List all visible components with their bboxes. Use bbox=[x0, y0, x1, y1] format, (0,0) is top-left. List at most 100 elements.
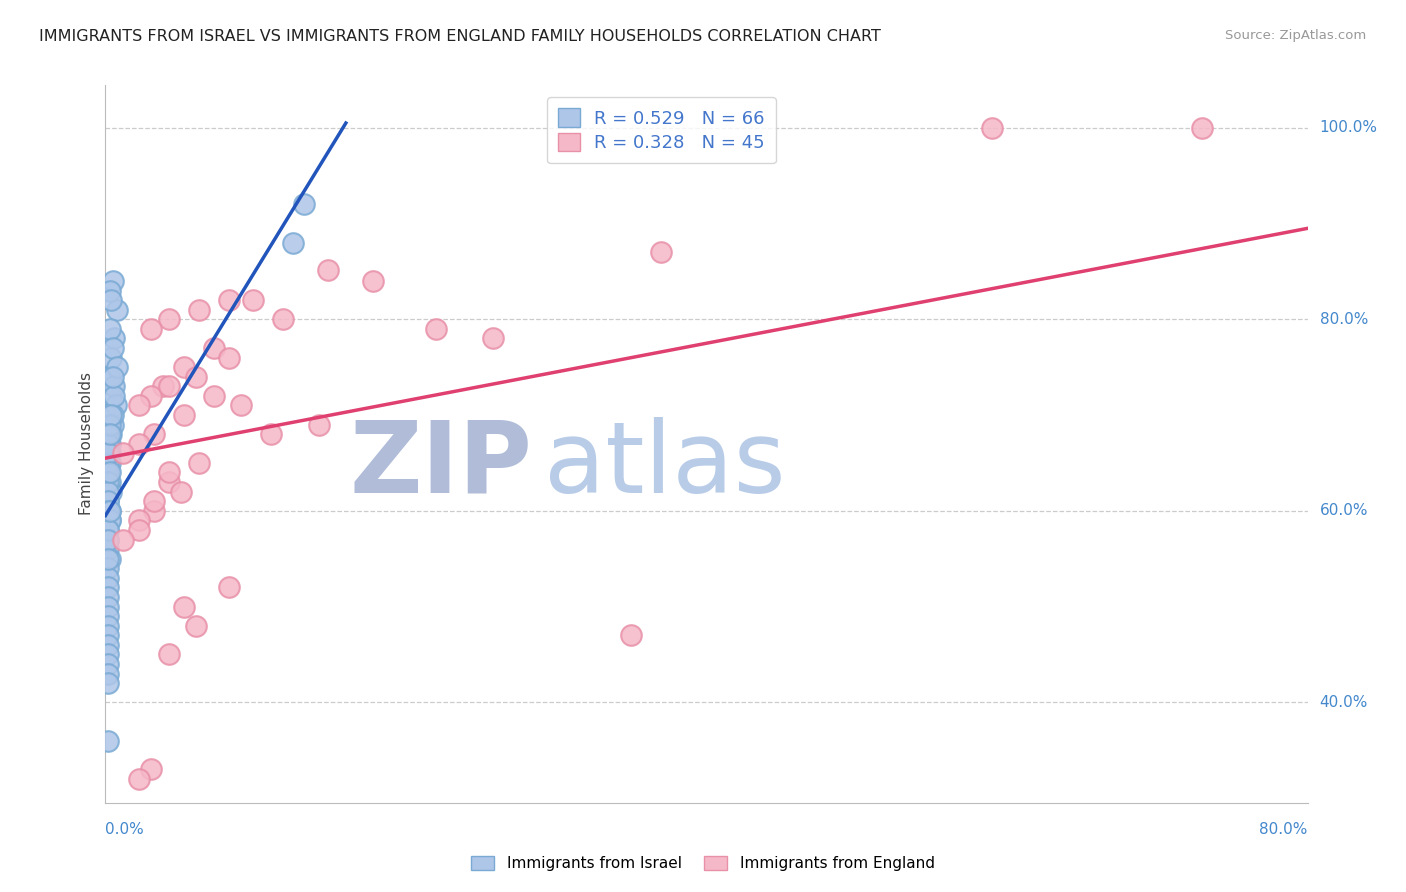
Point bbox=[97, 523, 120, 537]
Point bbox=[98, 437, 121, 451]
Point bbox=[97, 657, 120, 671]
Point bbox=[361, 274, 384, 288]
Point bbox=[97, 456, 120, 470]
Point bbox=[98, 456, 121, 470]
Point bbox=[101, 417, 124, 432]
Point bbox=[97, 494, 120, 508]
Point bbox=[187, 302, 209, 317]
Point bbox=[128, 513, 150, 527]
Point bbox=[101, 408, 124, 422]
Text: ZIP: ZIP bbox=[349, 417, 533, 514]
Point bbox=[97, 648, 120, 662]
Point bbox=[98, 513, 121, 527]
Point bbox=[97, 561, 120, 575]
Point bbox=[97, 494, 120, 508]
Point bbox=[218, 293, 240, 308]
Point bbox=[98, 504, 121, 518]
Point bbox=[229, 399, 252, 413]
Point bbox=[103, 331, 125, 345]
Point bbox=[981, 120, 1004, 135]
Point bbox=[308, 417, 330, 432]
Point bbox=[97, 676, 120, 690]
Point bbox=[169, 484, 191, 499]
Point bbox=[97, 590, 120, 604]
Point bbox=[139, 322, 162, 336]
Point bbox=[97, 571, 120, 585]
Point bbox=[97, 484, 120, 499]
Point bbox=[187, 456, 209, 470]
Point bbox=[100, 427, 122, 442]
Point bbox=[103, 379, 125, 393]
Point bbox=[98, 513, 121, 527]
Point bbox=[157, 466, 180, 480]
Legend: Immigrants from Israel, Immigrants from England: Immigrants from Israel, Immigrants from … bbox=[465, 850, 941, 877]
Point bbox=[98, 427, 121, 442]
Point bbox=[173, 360, 195, 375]
Point bbox=[184, 369, 207, 384]
Text: 0.0%: 0.0% bbox=[105, 822, 145, 837]
Point bbox=[97, 446, 120, 460]
Point bbox=[128, 772, 150, 786]
Point bbox=[173, 599, 195, 614]
Point bbox=[97, 628, 120, 642]
Text: 60.0%: 60.0% bbox=[1320, 503, 1368, 518]
Point bbox=[260, 427, 283, 442]
Point bbox=[100, 408, 122, 422]
Point bbox=[157, 312, 180, 326]
Point bbox=[283, 235, 305, 250]
Point bbox=[97, 446, 120, 460]
Point bbox=[98, 417, 121, 432]
Point bbox=[98, 322, 121, 336]
Point bbox=[157, 475, 180, 489]
Point bbox=[202, 341, 225, 355]
Point bbox=[142, 427, 165, 442]
Point bbox=[650, 245, 672, 260]
Point bbox=[97, 599, 120, 614]
Text: Source: ZipAtlas.com: Source: ZipAtlas.com bbox=[1226, 29, 1367, 42]
Text: 40.0%: 40.0% bbox=[1320, 695, 1368, 710]
Point bbox=[98, 551, 121, 566]
Point bbox=[425, 322, 447, 336]
Point bbox=[97, 466, 120, 480]
Text: 80.0%: 80.0% bbox=[1320, 312, 1368, 326]
Point bbox=[97, 638, 120, 652]
Point bbox=[98, 369, 121, 384]
Point bbox=[107, 302, 129, 317]
Point bbox=[98, 475, 121, 489]
Point bbox=[292, 197, 315, 211]
Point bbox=[97, 666, 120, 681]
Point bbox=[152, 379, 174, 393]
Point bbox=[271, 312, 294, 326]
Text: 100.0%: 100.0% bbox=[1320, 120, 1378, 136]
Point bbox=[173, 408, 195, 422]
Point bbox=[202, 389, 225, 403]
Point bbox=[97, 551, 120, 566]
Point bbox=[97, 581, 120, 595]
Point bbox=[98, 466, 121, 480]
Point bbox=[97, 542, 120, 557]
Point bbox=[101, 274, 124, 288]
Point bbox=[112, 533, 135, 547]
Point bbox=[97, 466, 120, 480]
Point bbox=[101, 341, 124, 355]
Point bbox=[97, 437, 120, 451]
Point bbox=[139, 389, 162, 403]
Point bbox=[97, 618, 120, 632]
Point bbox=[184, 618, 207, 632]
Point bbox=[107, 360, 129, 375]
Point bbox=[97, 733, 120, 747]
Point bbox=[128, 399, 150, 413]
Point bbox=[128, 523, 150, 537]
Point bbox=[218, 351, 240, 365]
Point bbox=[100, 389, 122, 403]
Point bbox=[97, 533, 120, 547]
Y-axis label: Family Households: Family Households bbox=[79, 372, 94, 516]
Point bbox=[218, 581, 240, 595]
Point bbox=[100, 351, 122, 365]
Point bbox=[98, 504, 121, 518]
Point bbox=[482, 331, 505, 345]
Point bbox=[97, 533, 120, 547]
Point bbox=[316, 262, 339, 277]
Point bbox=[620, 628, 643, 642]
Point bbox=[103, 389, 125, 403]
